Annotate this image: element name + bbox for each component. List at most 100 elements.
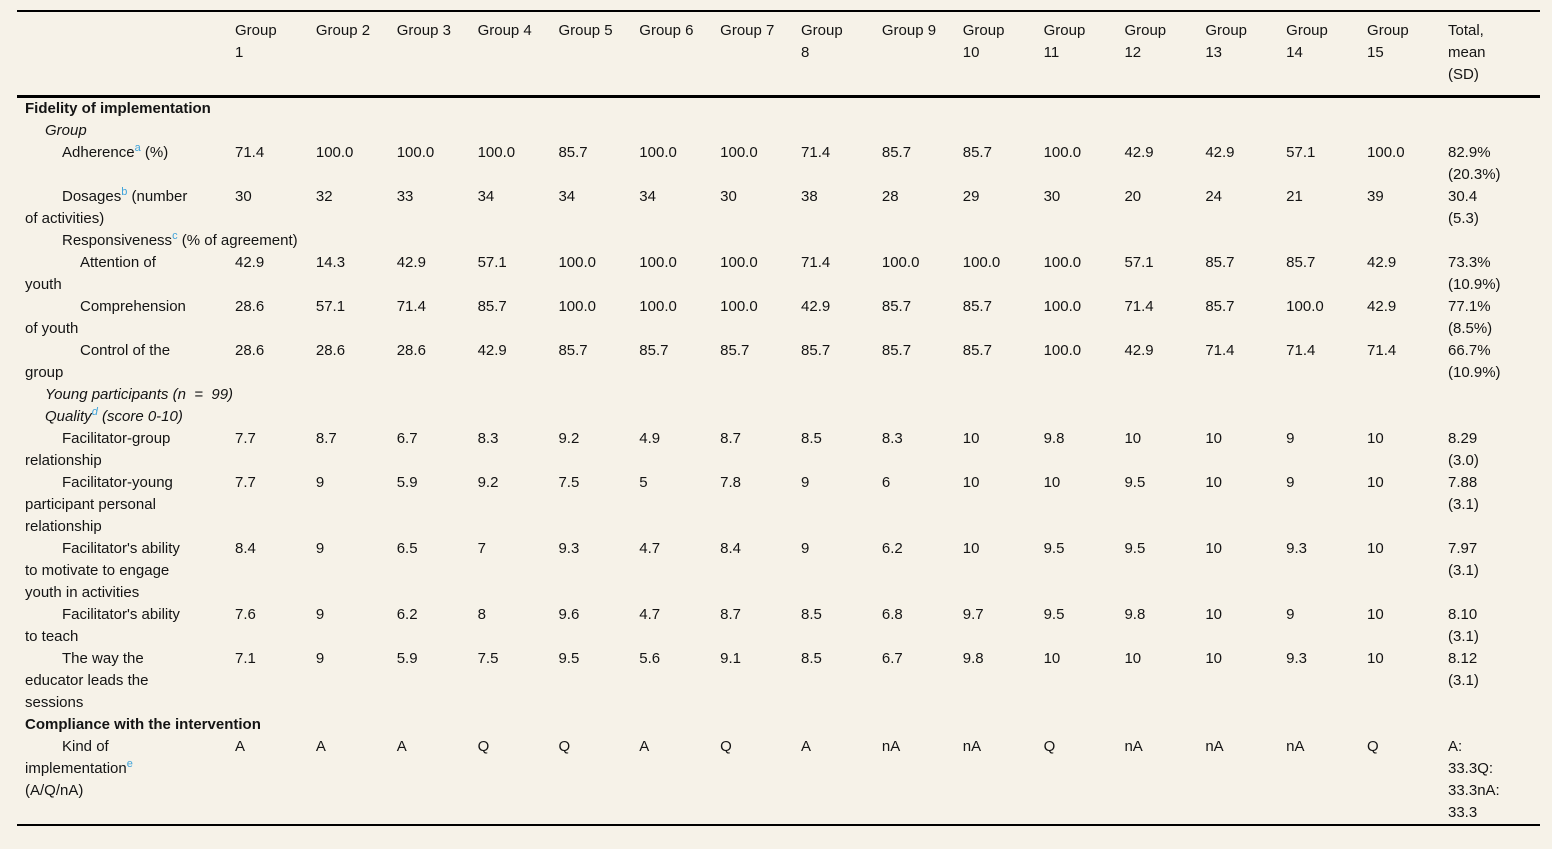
cell-value: Q [558,738,571,755]
cell-value: 85.7 [962,144,992,161]
row-label: Comprehension of youth [25,298,186,337]
cell-value: 9.8 [1124,606,1146,623]
cell-value: 21 [1286,188,1303,205]
total-value: 82.9% (20.3%) [1448,144,1501,183]
table-row: Young participants (n = 99) [17,384,1540,406]
cell-value: 42.9 [235,254,265,271]
column-header-group: Group 3 [396,11,478,98]
table-row: The way the educator leads the sessions 7… [17,648,1540,714]
cell-value: 85.7 [558,342,588,359]
cell-value: 28.6 [315,342,346,359]
cell-value: 85.7 [881,298,912,315]
table-row: Group [17,120,1540,142]
cell-value: 85.7 [881,342,912,359]
cell-value: 9.1 [720,650,742,667]
cell-value: 100.0 [720,254,758,271]
cell-value: 42.9 [396,254,426,271]
cell-value: 42.9 [477,342,507,359]
cell-value: 5.9 [396,650,418,667]
cell-value: 9.5 [1043,540,1065,557]
row-label: Facilitator's ability to teach [25,606,180,645]
cell-value: 85.7 [1205,254,1235,271]
cell-value: 71.4 [1286,342,1316,359]
cell-value: Q [1367,738,1379,755]
cell-value: 9 [801,474,810,491]
cell-value: 32 [315,188,333,205]
cell-value: 9.5 [1124,474,1146,491]
row-label: The way the educator leads the sessions [25,650,149,711]
cell-value: 4.9 [639,430,661,447]
cell-value: 85.7 [558,144,588,161]
cell-value: 6.7 [396,430,418,447]
cell-value: 71.4 [1205,342,1235,359]
cell-value: 100.0 [558,298,596,315]
row-label: Qualityd (score 0-10) [45,406,183,426]
cell-value: 85.7 [1286,254,1316,271]
cell-value: nA [1124,738,1143,755]
row-label: Facilitator-group relationship [25,430,171,469]
cell-value: A [315,738,326,755]
cell-value: 6.8 [881,606,903,623]
cell-value: 8.4 [235,540,256,557]
cell-value: nA [962,738,982,755]
fidelity-table: Group 1 Group 2 Group 3 Group 4 Group 5 Group… [17,10,1540,826]
cell-value: Q [477,738,490,755]
cell-value: 85.7 [639,342,669,359]
cell-value: 9.6 [558,606,580,623]
cell-value: 9.8 [1043,430,1065,447]
footnote-marker: c [172,230,178,242]
cell-value: 8.7 [720,606,742,623]
cell-value: 57.1 [1286,144,1316,161]
cell-value: 10 [1043,474,1061,491]
cell-value: 100.0 [720,298,758,315]
column-header-group: Group 2 [315,11,397,98]
row-label: Group [45,122,87,139]
cell-value: 71.4 [801,144,831,161]
cell-value: 6.2 [396,606,418,623]
cell-value: 9.3 [1286,540,1308,557]
table-row: Facilitator's ability to motivate to eng… [17,538,1540,604]
cell-value: 8.7 [720,430,742,447]
cell-value: 9.5 [558,650,580,667]
row-label: Facilitator-young participant personal r… [25,474,173,535]
cell-value: 42.9 [1205,144,1235,161]
cell-value: 7.8 [720,474,742,491]
cell-value: 42.9 [801,298,831,315]
cell-value: 9.2 [558,430,580,447]
column-header-group: Group 4 [477,11,559,98]
cell-value: 9.3 [1286,650,1308,667]
cell-value: 9.5 [1124,540,1146,557]
cell-value: 8.5 [801,430,822,447]
column-header-total: Total, mean (SD) [1448,11,1540,98]
cell-value: 8 [477,606,486,623]
table-row: Attention of youth 42.9 14.3 42.9 57.1 100.0 1… [17,252,1540,296]
cell-value: 8.3 [881,430,903,447]
total-value: 7.97 (3.1) [1448,540,1479,579]
cell-value: 9.8 [962,650,984,667]
cell-value: 9.3 [558,540,580,557]
column-header-group: Group 14 [1286,11,1368,98]
cell-value: 42.9 [1367,254,1397,271]
cell-value: 9.7 [962,606,984,623]
cell-value: 100.0 [558,254,596,271]
footnote-marker: e [126,758,133,770]
fidelity-table-container: Group 1 Group 2 Group 3 Group 4 Group 5 Group… [17,10,1540,826]
cell-value: 10 [962,540,980,557]
cell-value: nA [1205,738,1224,755]
cell-value: 24 [1205,188,1222,205]
cell-value: 5.6 [639,650,661,667]
cell-value: 9 [315,650,325,667]
cell-value: 100.0 [1043,254,1082,271]
column-header-group: Group 15 [1367,11,1448,98]
cell-value: 6 [881,474,891,491]
cell-value: 85.7 [477,298,507,315]
cell-value: 30 [235,188,252,205]
cell-value: 7.6 [235,606,256,623]
footnote-marker: d [91,406,98,418]
cell-value: 71.4 [1367,342,1397,359]
cell-value: 7.5 [558,474,580,491]
column-header-group: Group 10 [962,11,1044,98]
total-value: A: 33.3Q: 33.3nA: 33.3 [1448,738,1500,821]
cell-value: 8.5 [801,650,822,667]
table-row: Compliance with the intervention [17,714,1540,736]
